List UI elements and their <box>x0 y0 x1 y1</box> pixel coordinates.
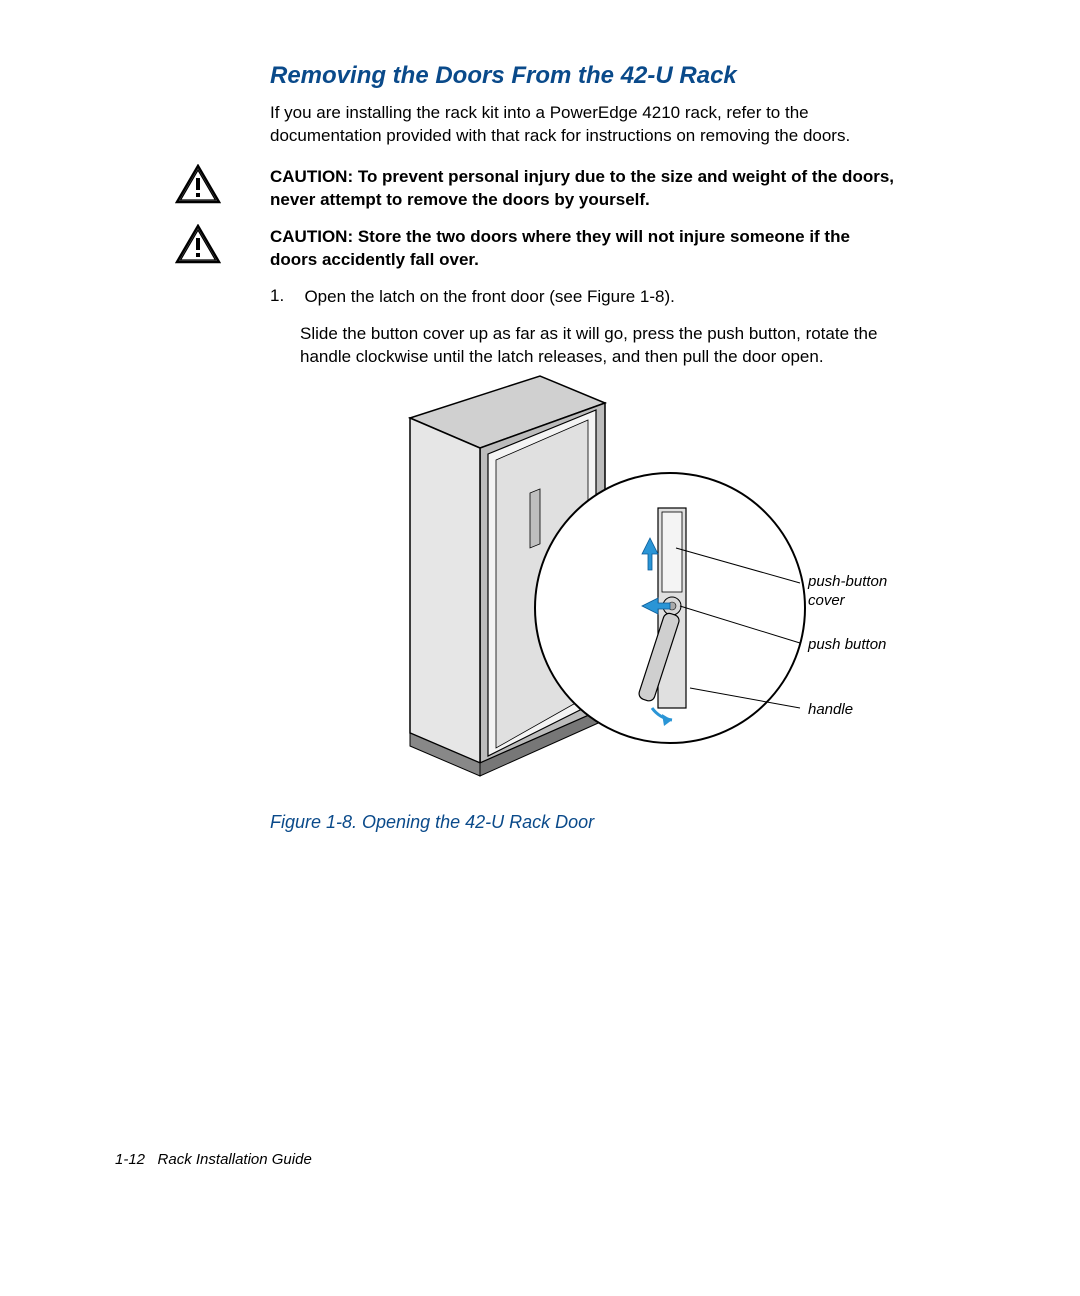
figure-caption: Figure 1-8. Opening the 42-U Rack Door <box>270 812 594 833</box>
caution-1-text: CAUTION: To prevent personal injury due … <box>270 166 895 212</box>
step-1: 1. Open the latch on the front door (see… <box>270 286 895 309</box>
caution-1: CAUTION: To prevent personal injury due … <box>270 166 895 212</box>
callout-cover: push-button cover <box>808 573 918 611</box>
step-1-text: Open the latch on the front door (see Fi… <box>304 286 884 309</box>
page-footer: 1-12 Rack Installation Guide <box>115 1151 312 1168</box>
content-column: Removing the Doors From the 42-U Rack If… <box>270 62 895 368</box>
page: Removing the Doors From the 42-U Rack If… <box>0 0 1080 1296</box>
section-heading: Removing the Doors From the 42-U Rack <box>270 62 895 90</box>
callout-button: push button <box>808 636 886 655</box>
caution-2: CAUTION: Store the two doors where they … <box>270 226 895 272</box>
figure-1-8: push-button cover push button handle <box>270 358 910 808</box>
caution-icon <box>175 164 221 204</box>
caution-2-text: CAUTION: Store the two doors where they … <box>270 226 895 272</box>
step-1-number: 1. <box>270 286 300 306</box>
detail-circle <box>535 473 805 743</box>
footer-page-number: 1-12 <box>115 1151 145 1168</box>
caution-icon <box>175 224 221 264</box>
callout-handle: handle <box>808 701 853 720</box>
intro-paragraph: If you are installing the rack kit into … <box>270 102 895 148</box>
footer-title: Rack Installation Guide <box>158 1151 312 1168</box>
